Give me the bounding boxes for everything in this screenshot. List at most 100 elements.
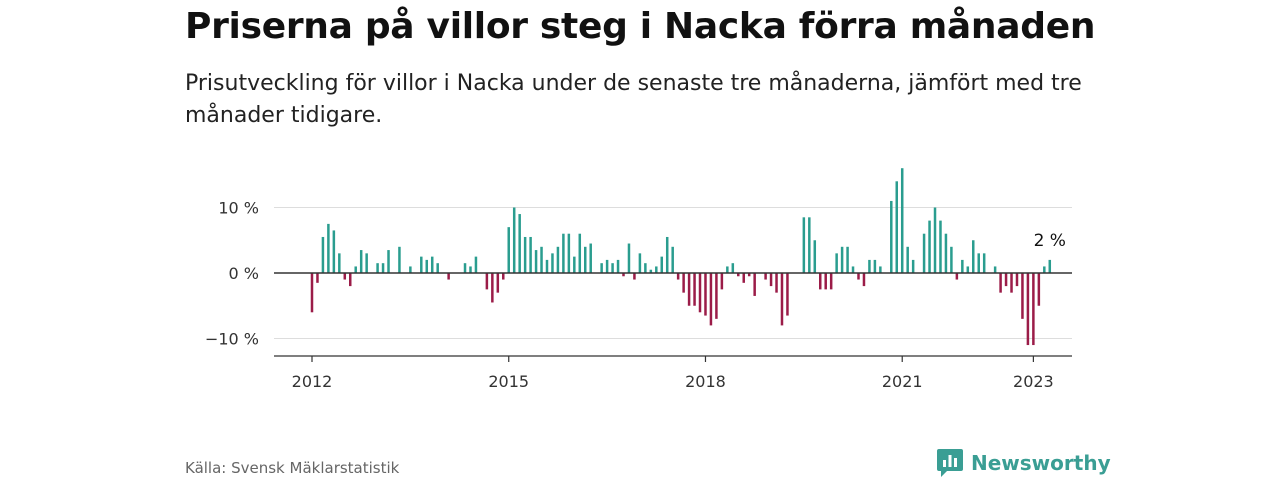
- bar: [955, 273, 959, 280]
- bar: [605, 259, 609, 273]
- bar: [376, 263, 379, 273]
- bar: [611, 263, 614, 273]
- bar: [868, 259, 871, 273]
- bar: [1004, 273, 1008, 287]
- bar: [1010, 273, 1013, 293]
- bar: [627, 243, 631, 273]
- bar: [310, 273, 314, 313]
- x-tick-label: 2023: [1013, 372, 1054, 391]
- bar: [704, 273, 707, 316]
- bar: [469, 266, 472, 273]
- bar: [343, 273, 347, 280]
- bar: [993, 266, 997, 273]
- bar: [671, 246, 674, 273]
- source-note: Källa: Svensk Mäklarstatistik: [185, 459, 400, 477]
- bar: [939, 220, 942, 273]
- bar: [857, 273, 860, 280]
- bar: [753, 273, 756, 296]
- bar: [982, 253, 986, 273]
- bar: [354, 266, 357, 273]
- bar: [562, 233, 565, 273]
- bar: [496, 273, 500, 293]
- bar: [911, 259, 915, 273]
- bar: [824, 273, 827, 290]
- bar: [780, 273, 784, 326]
- bar: [540, 246, 543, 273]
- bar: [928, 220, 931, 273]
- bar: [1043, 266, 1046, 273]
- newsworthy-logo-icon: [937, 449, 963, 477]
- bar-annotation-label: 2 %: [1034, 231, 1066, 251]
- bar: [819, 273, 822, 290]
- bar: [769, 273, 773, 287]
- bar: [999, 273, 1002, 293]
- bar: [829, 273, 833, 290]
- bar: [398, 246, 401, 273]
- bar: [638, 253, 642, 273]
- bar: [1015, 273, 1019, 287]
- bar: [518, 214, 521, 273]
- x-tick-label: 2021: [882, 372, 923, 391]
- bar: [474, 256, 478, 274]
- bar: [349, 273, 352, 287]
- bar: [573, 256, 576, 274]
- bar: [715, 273, 718, 319]
- bar: [551, 253, 554, 273]
- bar: [589, 243, 592, 273]
- bar: [420, 256, 423, 274]
- bar: [556, 246, 560, 273]
- bar: [507, 227, 510, 273]
- y-tick-label: 0 %: [229, 264, 259, 283]
- bar: [430, 256, 434, 274]
- bar: [365, 253, 368, 273]
- bar: [687, 273, 691, 306]
- bar: [655, 266, 658, 273]
- x-tick-label: 2018: [685, 372, 726, 391]
- bar: [321, 236, 325, 273]
- bar: [737, 273, 740, 277]
- bar: [840, 246, 844, 273]
- bar: [1026, 273, 1030, 346]
- bar: [720, 273, 724, 290]
- bar: [387, 250, 390, 273]
- bar: [977, 253, 980, 273]
- bar: [775, 273, 778, 293]
- y-tick-label: 10 %: [218, 199, 259, 218]
- bar: [649, 269, 653, 273]
- bar: [584, 246, 587, 273]
- bar: [862, 273, 866, 287]
- bar: [359, 250, 363, 273]
- bar: [523, 236, 527, 273]
- bar: [545, 259, 549, 273]
- x-tick-label: 2012: [292, 372, 333, 391]
- bar: [682, 273, 685, 293]
- bar: [693, 273, 696, 306]
- bar: [502, 273, 505, 280]
- chart-title: Priserna på villor steg i Nacka förra må…: [185, 6, 1096, 47]
- bar: [1048, 259, 1052, 273]
- bar: [600, 263, 603, 273]
- bar: [879, 266, 882, 273]
- bar: [906, 246, 909, 273]
- bar: [425, 259, 429, 273]
- bar: [534, 250, 538, 273]
- bar: [665, 236, 669, 273]
- chart-subtitle: Prisutveckling för villor i Nacka under …: [185, 71, 1082, 128]
- bar: [1021, 273, 1024, 319]
- bar: [808, 217, 811, 273]
- bar: [922, 233, 926, 273]
- bar: [578, 233, 582, 273]
- bar: [338, 253, 341, 273]
- bar: [895, 181, 898, 273]
- bar: [972, 240, 975, 273]
- bar: [381, 263, 385, 273]
- bar: [933, 207, 937, 273]
- brand-logo: Newsworthy: [937, 449, 1111, 477]
- bar: [676, 273, 680, 280]
- brand-name: Newsworthy: [971, 451, 1111, 475]
- bar: [644, 263, 647, 273]
- bar: [944, 233, 948, 273]
- bar: [1032, 273, 1035, 346]
- bar: [409, 266, 412, 273]
- bar: [835, 253, 838, 273]
